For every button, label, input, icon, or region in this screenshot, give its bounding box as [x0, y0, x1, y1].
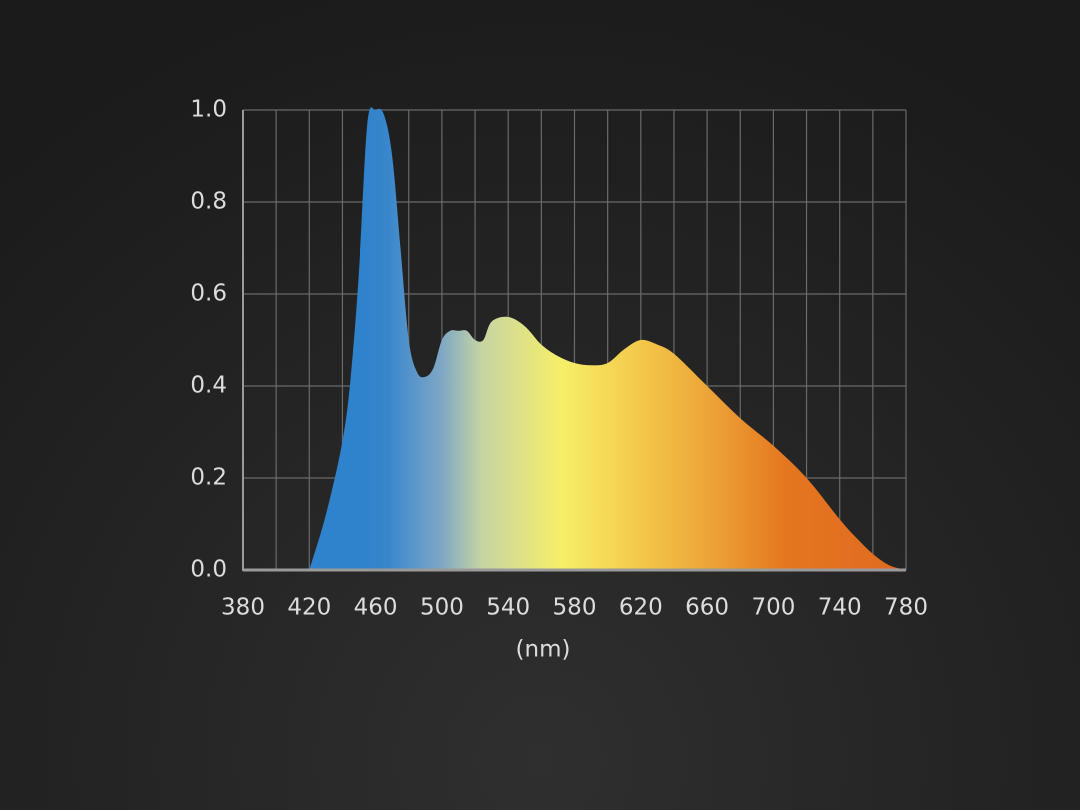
x-axis-label: (nm)	[516, 637, 571, 663]
y-tick-label: 0.8	[190, 189, 227, 215]
spectrum-area	[309, 107, 906, 571]
x-tick-label: 620	[619, 595, 663, 621]
y-tick-label: 1.0	[190, 97, 227, 123]
x-tick-label: 660	[685, 595, 729, 621]
x-tick-label: 420	[287, 595, 331, 621]
x-tick-label: 540	[486, 595, 530, 621]
y-tick-label: 0.0	[190, 557, 227, 583]
y-tick-label: 0.4	[190, 373, 227, 399]
x-tick-label: 460	[354, 595, 398, 621]
x-tick-label: 380	[221, 595, 265, 621]
y-tick-label: 0.2	[190, 465, 227, 491]
plot	[309, 107, 906, 571]
x-tick-label: 500	[420, 595, 464, 621]
x-tick-label: 580	[553, 595, 597, 621]
x-tick-label: 780	[884, 595, 928, 621]
y-tick-label: 0.6	[190, 281, 227, 307]
x-tick-label: 700	[751, 595, 795, 621]
x-tick-label: 740	[818, 595, 862, 621]
